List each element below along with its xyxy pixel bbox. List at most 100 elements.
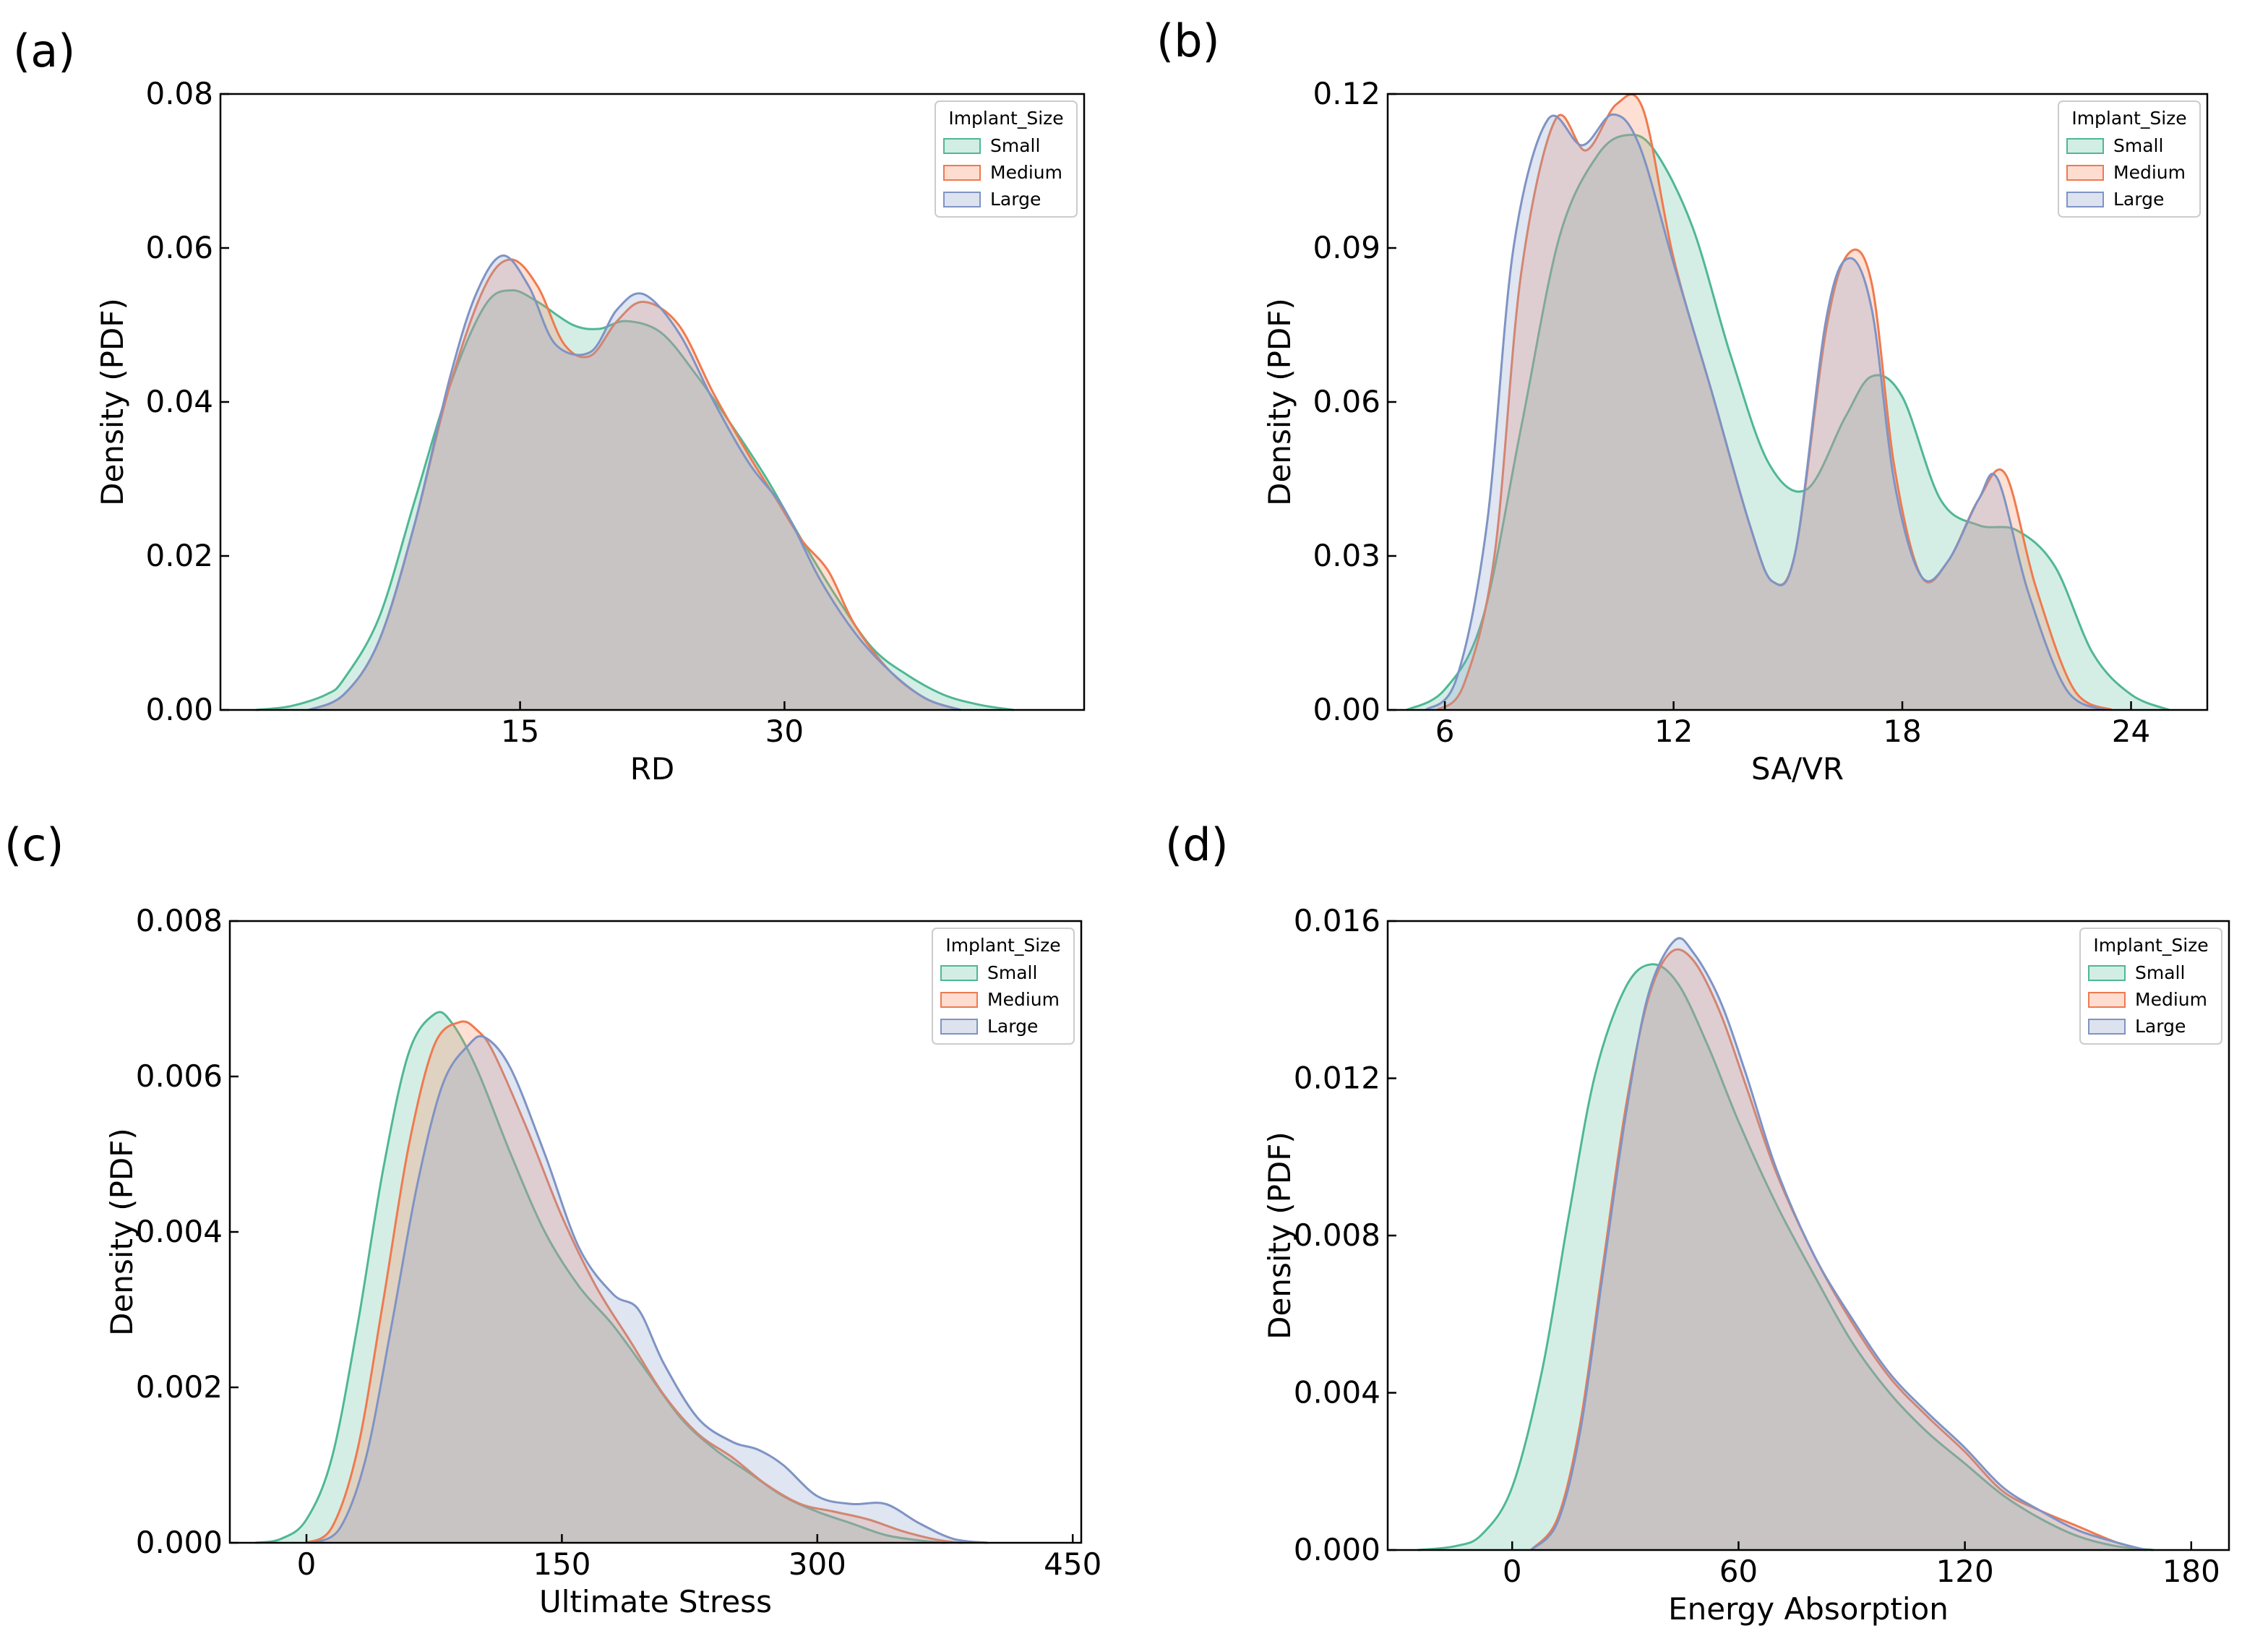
y-tick-label: 0.016 (1294, 903, 1380, 938)
x-tick-label: 150 (533, 1546, 590, 1582)
y-tick-label: 0.012 (1294, 1061, 1380, 1096)
legend-label-large: Large (2135, 1016, 2186, 1037)
legend-label-small: Small (990, 135, 1040, 156)
y-axis-label: Density (PDF) (1262, 1131, 1297, 1340)
y-tick-label: 0.006 (136, 1058, 223, 1094)
x-tick-label: 24 (2112, 714, 2150, 749)
legend-swatch-medium (943, 165, 981, 181)
legend-label-small: Small (2135, 962, 2185, 983)
y-tick-label: 0.03 (1313, 538, 1380, 573)
y-tick-label: 0.09 (1313, 230, 1380, 265)
y-tick-label: 0.06 (145, 230, 213, 265)
density-line-large (1425, 113, 2105, 711)
panel-label: (c) (4, 818, 64, 871)
x-tick-label: 0 (1503, 1554, 1522, 1589)
density-area-small (255, 1011, 945, 1543)
x-axis-label: Energy Absorption (1668, 1591, 1949, 1627)
x-axis-label: RD (630, 751, 675, 787)
legend-swatch-small (943, 138, 981, 154)
x-tick-label: 15 (501, 714, 539, 749)
y-axis-label: Density (PDF) (1262, 298, 1297, 506)
legend-swatch-large (2088, 1019, 2126, 1035)
x-tick-label: 12 (1654, 714, 1693, 749)
legend-label-large: Large (2113, 189, 2164, 210)
density-area-small (1417, 964, 2154, 1550)
legend-label-large: Large (987, 1016, 1038, 1037)
x-axis-label: Ultimate Stress (539, 1584, 772, 1619)
legend-swatch-small (940, 965, 978, 981)
density-line-small (1417, 963, 2154, 1551)
y-tick-label: 0.04 (145, 384, 213, 419)
y-tick-label: 0.00 (145, 692, 213, 727)
legend-box (2079, 928, 2222, 1045)
panel-label: (d) (1165, 818, 1229, 871)
density-line-large (308, 254, 961, 711)
x-tick-label: 60 (1719, 1554, 1758, 1589)
legend-swatch-small (2088, 965, 2126, 981)
legend: Implant_Size Small Medium Large (932, 928, 1075, 1045)
density-line-large (314, 1035, 988, 1544)
panel-label: (a) (13, 25, 75, 77)
legend-title: Implant_Size (2093, 935, 2208, 956)
legend-swatch-medium (2088, 992, 2126, 1008)
y-tick-label: 0.002 (136, 1369, 223, 1405)
y-tick-label: 0.12 (1313, 76, 1380, 111)
legend-box (932, 928, 1075, 1045)
legend-box (2058, 100, 2201, 218)
legend-title: Implant_Size (2071, 108, 2186, 129)
legend-swatch-large (943, 192, 981, 207)
y-tick-label: 0.00 (1313, 692, 1380, 727)
legend-swatch-small (2066, 138, 2104, 154)
legend-title: Implant_Size (945, 935, 1060, 956)
legend: Implant_Size Small Medium Large (935, 100, 1078, 218)
legend-label-medium: Medium (2135, 989, 2207, 1010)
x-tick-label: 0 (297, 1546, 317, 1582)
legend-label-small: Small (987, 962, 1037, 983)
density-area-medium (306, 1021, 963, 1543)
y-tick-label: 0.004 (136, 1214, 223, 1249)
x-tick-label: 180 (2162, 1554, 2220, 1589)
x-tick-label: 120 (1936, 1554, 1994, 1589)
legend: Implant_Size Small Medium Large (2079, 928, 2222, 1045)
density-area-medium (308, 259, 961, 711)
density-area-small (255, 290, 1014, 711)
panel-d: (d) 0.000 0.004 0.008 0.012 0.016 0 60 120 180 Ene… (1165, 818, 2230, 1627)
y-tick-label: 0.008 (136, 903, 223, 938)
density-area-small (1406, 134, 2170, 711)
y-axis-label: Density (PDF) (95, 298, 130, 506)
density-line-small (1406, 134, 2170, 711)
y-tick-label: 0.08 (145, 76, 213, 111)
density-line-medium (1530, 948, 2147, 1551)
y-axis-label: Density (PDF) (104, 1128, 139, 1336)
x-tick-label: 18 (1883, 714, 1921, 749)
legend: Implant_Size Small Medium Large (2058, 100, 2201, 218)
density-line-large (1530, 937, 2147, 1551)
legend-box (935, 100, 1078, 218)
legend-swatch-large (2066, 192, 2104, 207)
y-tick-label: 0.008 (1294, 1217, 1380, 1253)
legend-label-medium: Medium (2113, 162, 2186, 183)
y-tick-label: 0.000 (1294, 1532, 1380, 1567)
legend-title: Implant_Size (948, 108, 1063, 129)
density-area-large (1531, 938, 2147, 1550)
x-tick-label: 450 (1044, 1546, 1101, 1582)
legend-label-large: Large (990, 189, 1041, 210)
y-tick-label: 0.02 (145, 538, 213, 573)
legend-swatch-medium (940, 992, 978, 1008)
density-area-large (314, 1036, 988, 1543)
x-axis-label: SA/VR (1751, 751, 1844, 787)
legend-label-medium: Medium (987, 989, 1060, 1010)
legend-label-medium: Medium (990, 162, 1062, 183)
density-area-medium (1531, 949, 2147, 1550)
x-tick-label: 6 (1435, 714, 1455, 749)
x-tick-label: 300 (789, 1546, 846, 1582)
x-tick-label: 30 (765, 714, 804, 749)
legend-swatch-large (940, 1019, 978, 1035)
y-tick-label: 0.06 (1313, 384, 1380, 419)
panel-label: (b) (1156, 14, 1220, 67)
density-area-large (1425, 114, 2105, 710)
y-tick-label: 0.000 (136, 1525, 223, 1560)
y-tick-label: 0.004 (1294, 1375, 1380, 1410)
panel-a: (a) 0.00 0.02 0.04 0.06 0.08 15 30 RD Density (PD… (13, 25, 1086, 787)
